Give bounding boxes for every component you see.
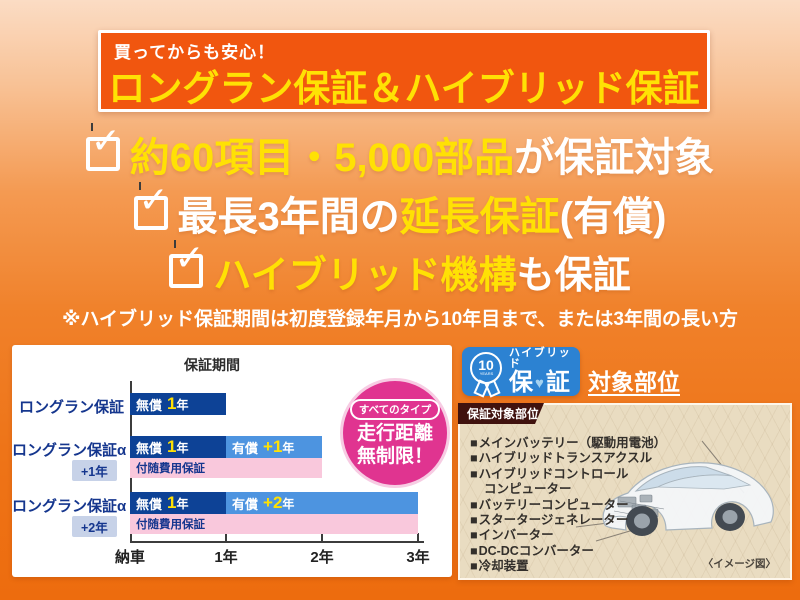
row2-paid-bar: 有償 +1 年 [226, 436, 322, 458]
hybrid-warranty-note: ※ハイブリッド保証期間は初度登録年月から10年目まで、または3年間の長い方 [61, 309, 739, 330]
header-banner: 買ってからも安心！ ロングラン保証＆ハイブリッド保証 [98, 30, 710, 112]
parts-list-item: ■スタータージェネレーター [470, 513, 629, 528]
row3-free-bar: 無償 1 年 [130, 492, 226, 514]
row3-chip: +2年 [72, 516, 117, 537]
bullet1-highlight: 約60項目・5,000部品 [129, 136, 515, 180]
row1-free-bar: 無償 1 年 [130, 393, 226, 415]
row2-chip: +1年 [72, 460, 117, 481]
x-label-year3: 3年 [406, 549, 430, 566]
parts-list-item: ■インバーター [470, 528, 554, 543]
badge-hosho-label: 保 ♥ 証 [509, 369, 571, 396]
bullet1-rest: が保証対象 [514, 136, 715, 180]
check-icon: ✓ [133, 182, 169, 230]
image-caption: 〈イメージ図〉 [702, 558, 776, 570]
x-label-year1: 1年 [214, 549, 238, 566]
header-eyebrow: 買ってからも安心！ [114, 43, 276, 62]
parts-list-item-wrap: コンピューター [484, 482, 572, 497]
row3-label: ロングラン保証α [12, 498, 127, 515]
parts-list-item: ■ハイブリッドトランスアクスル [470, 451, 653, 466]
row2-incidental-bar: 付随費用保証 [130, 458, 322, 478]
page-title: ロングラン保証＆ハイブリッド保証 [108, 68, 700, 109]
ten-years-medal-icon: 10 YEARS [469, 351, 503, 398]
check-icon: ✓ [169, 240, 205, 288]
bullet3-highlight: ハイブリッド機構 [213, 254, 517, 297]
chart-axis-horizontal [130, 541, 424, 543]
covered-parts-tab: 保証対象部位 [458, 403, 544, 424]
heart-icon: ♥ [535, 374, 545, 392]
row1-label: ロングラン保証 [18, 399, 124, 416]
parts-list-item: ■DC-DCコンバーター [470, 543, 594, 558]
bullet-line-hybrid: ✓ ハイブリッド機構 も保証 [0, 240, 800, 297]
x-label-delivery: 納車 [114, 549, 145, 566]
parts-list-item: ■バッテリーコンピューター [470, 497, 629, 512]
target-parts-link[interactable]: 対象部位 [588, 369, 680, 395]
check-icon: ✓ [85, 123, 121, 171]
row2-free-bar: 無償 1 年 [130, 436, 226, 458]
parts-list-item: ■ハイブリッドコントロール [470, 466, 629, 481]
covered-parts-panel: 保証対象部位 [458, 403, 792, 580]
axis-tick-3y [417, 533, 419, 541]
parts-list-item: ■冷却装置 [470, 559, 529, 574]
bullet-line-extension: ✓ 最長3年間の 延長保証 (有償) [0, 182, 800, 239]
bullet2-pre: 最長3年間の [177, 195, 400, 239]
bullet2-post: (有償) [559, 195, 667, 239]
covered-parts-list: ■メインバッテリー（駆動用電池） ■ハイブリッドトランスアクスル ■ハイブリッド… [470, 436, 666, 575]
hybrid-warranty-badge: 10 YEARS ハイブリッド 保 ♥ 証 [462, 347, 580, 398]
burst-tag: すべてのタイプ [349, 398, 441, 420]
row3-paid-bar: 有償 +2 年 [226, 492, 418, 514]
axis-tick-1y [225, 533, 227, 541]
chart-title: 保証期間 [184, 357, 240, 373]
x-label-year2: 2年 [310, 549, 334, 566]
unlimited-mileage-badge: すべてのタイプ 走行距離 無制限！ [343, 381, 447, 485]
row3-incidental-bar: 付随費用保証 [130, 514, 418, 534]
bullet3-rest: も保証 [516, 254, 631, 297]
axis-tick-2y [321, 533, 323, 541]
badge-hybrid-label: ハイブリッド [509, 347, 572, 370]
bullet-line-coverage: ✓ 約60項目・5,000部品 が保証対象 [0, 123, 800, 180]
bullet2-highlight: 延長保証 [399, 195, 560, 239]
car-illustration [575, 440, 774, 542]
warranty-period-chart: 保証期間 納車 1年 2年 3年 ロングラン保証 無償 1 年 ロングラン保証α +… [12, 345, 452, 577]
row2-label: ロングラン保証α [12, 442, 127, 459]
parts-list-item: ■メインバッテリー（駆動用電池） [470, 436, 667, 450]
